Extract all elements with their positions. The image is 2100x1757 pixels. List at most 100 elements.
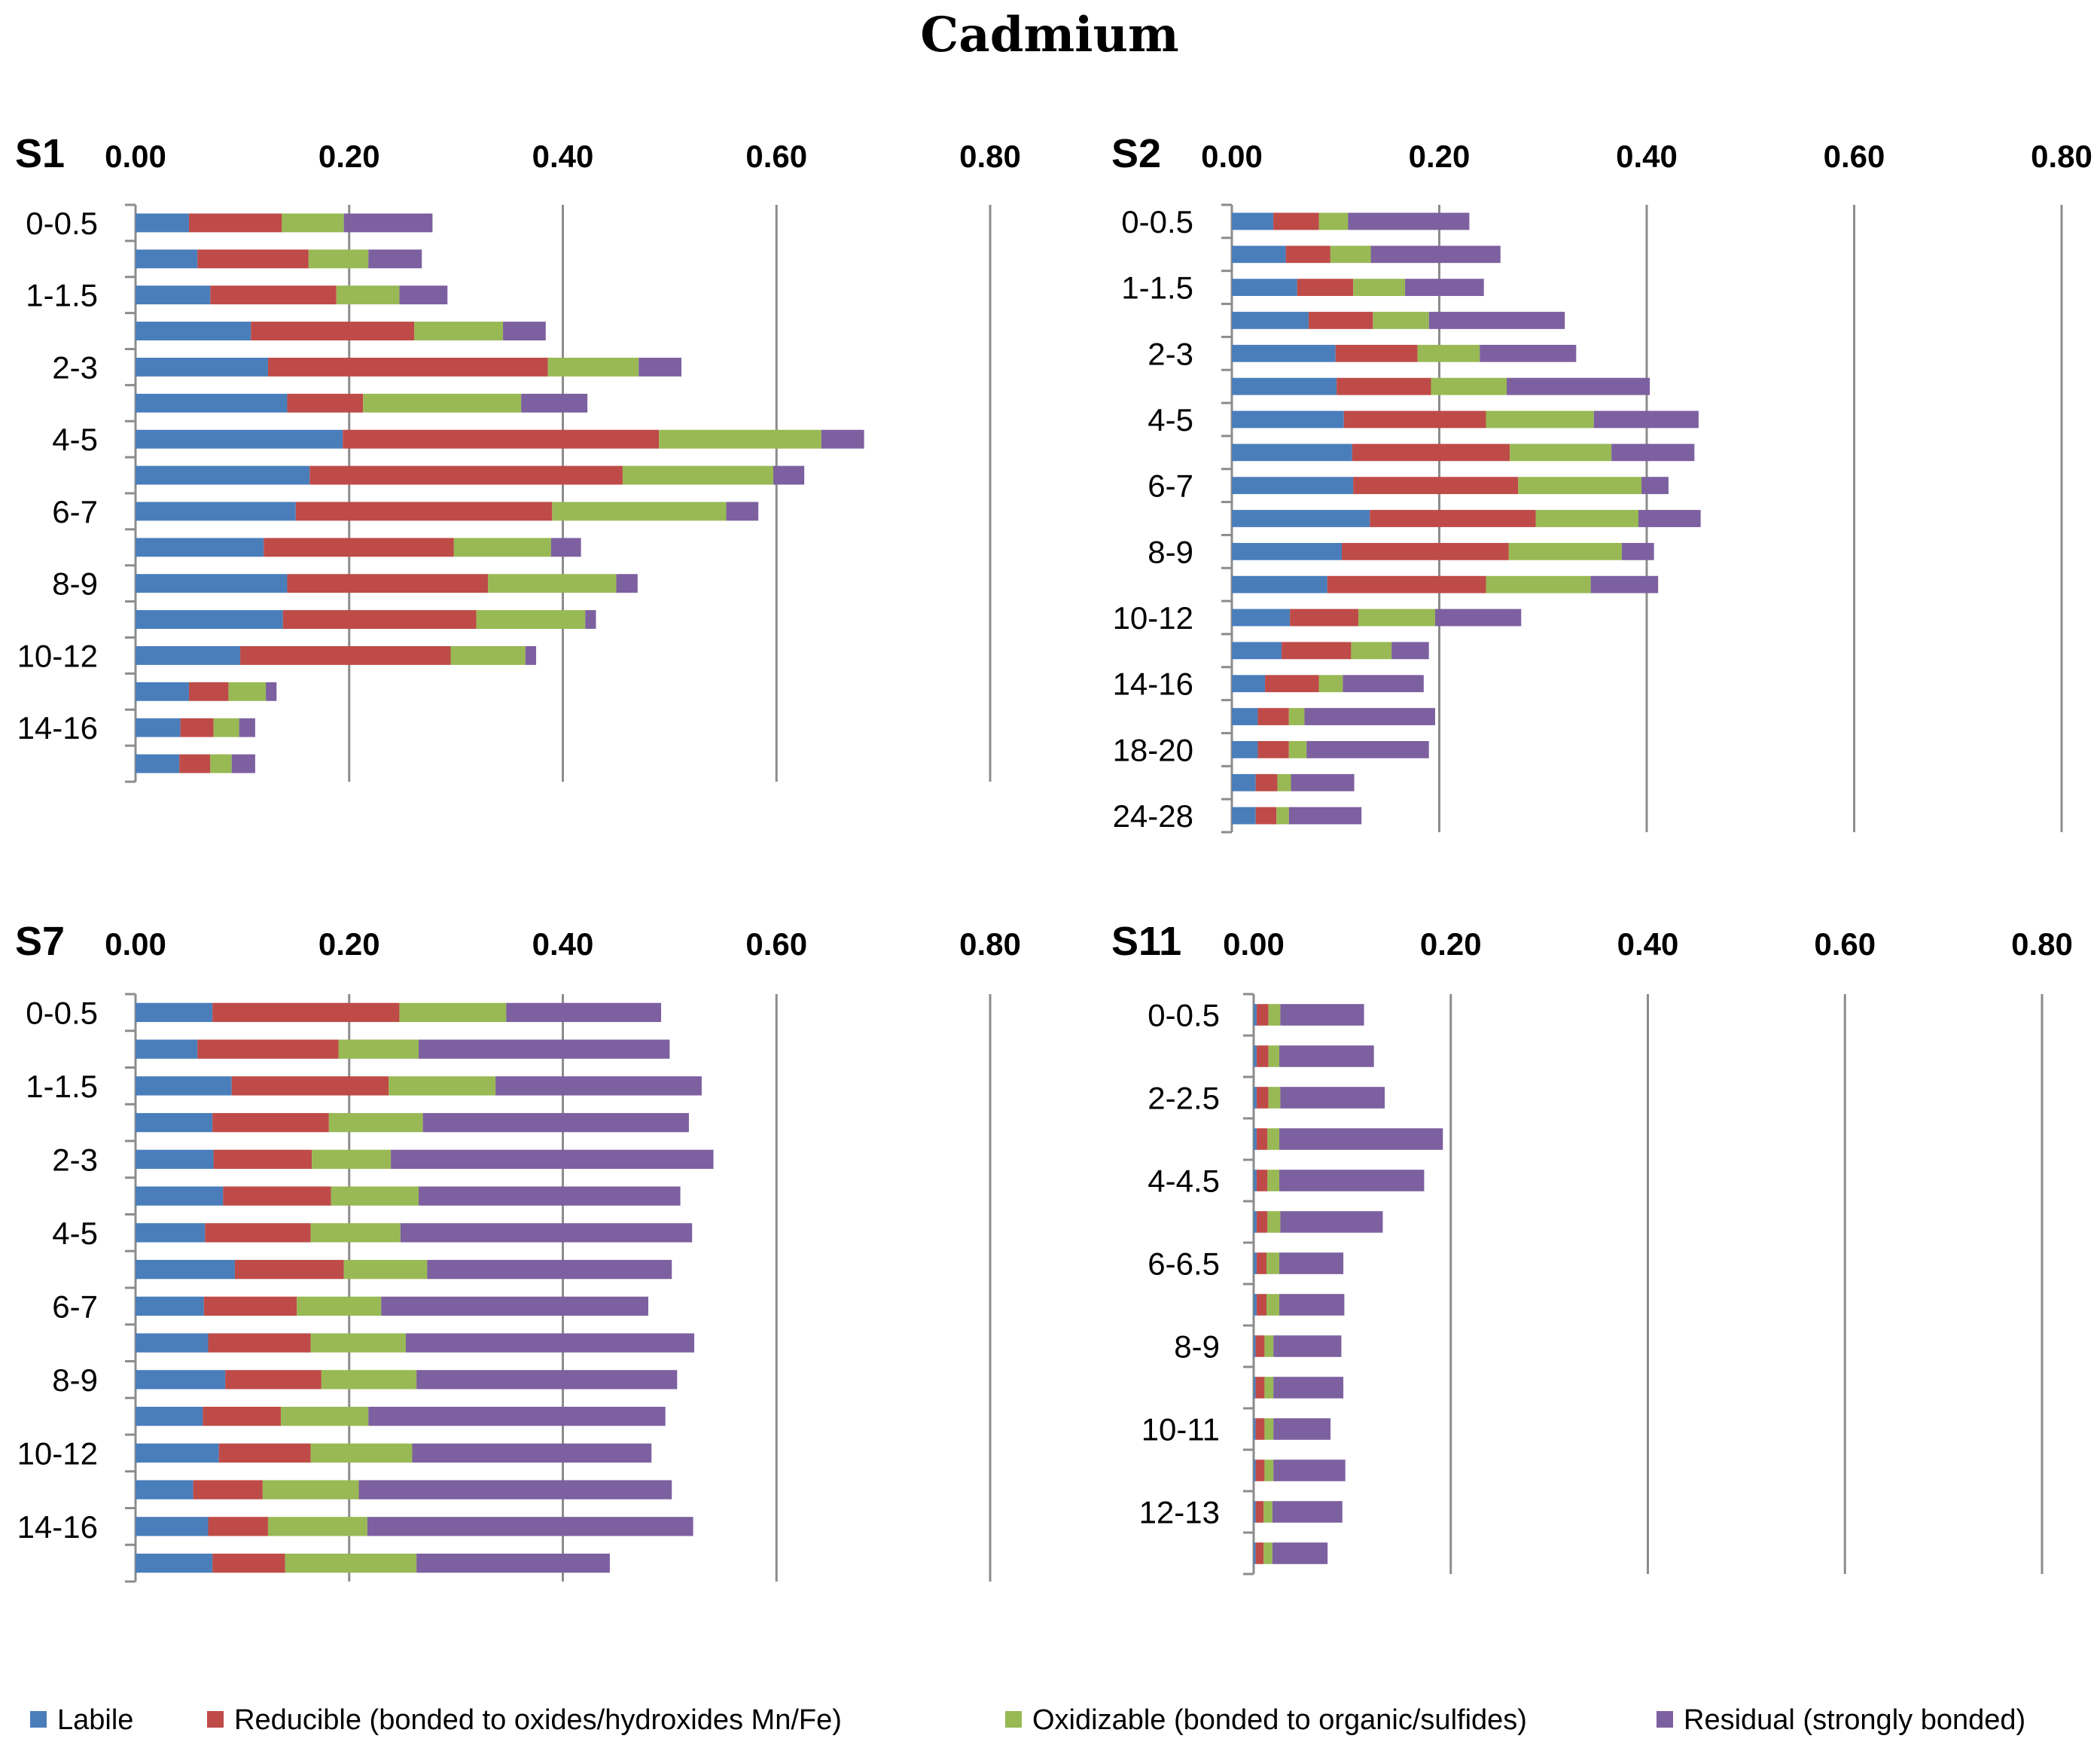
bar-segment-residual — [1291, 773, 1355, 792]
bar-segment-oxidizable — [1264, 1335, 1274, 1357]
bar-segment-labile — [1232, 575, 1327, 593]
bar-segment-residual — [381, 1296, 648, 1316]
bar-segment-residual — [1343, 675, 1424, 693]
bar-segment-labile — [1232, 675, 1266, 693]
bar-segment-oxidizable — [331, 1186, 419, 1206]
bar-segment-oxidizable — [343, 1259, 428, 1280]
bar-segment-oxidizable — [1510, 444, 1612, 462]
bar-segment-labile — [136, 574, 288, 593]
bar-segment-residual — [231, 754, 255, 773]
panel-name: S1 — [15, 131, 65, 176]
bar-segment-residual — [1590, 575, 1659, 593]
bar-segment-oxidizable — [1264, 1418, 1274, 1440]
bar-segment-residual — [412, 1443, 652, 1463]
bar-segment-oxidizable — [1276, 807, 1289, 825]
bar-segment-residual — [521, 393, 588, 413]
bar-segment-reducible — [251, 322, 415, 341]
category-label: 4-5 — [1148, 402, 1193, 438]
bar-segment-reducible — [212, 1112, 329, 1133]
panel-name: S11 — [1111, 919, 1181, 964]
x-tick-label: 0.40 — [532, 926, 594, 962]
category-label: 10-12 — [17, 1435, 98, 1471]
bar-segment-labile — [1232, 642, 1282, 660]
bar-segment-reducible — [1352, 444, 1510, 462]
legend-swatch — [207, 1711, 224, 1728]
bar-segment-residual — [358, 1480, 672, 1499]
bar-segment-reducible — [1285, 246, 1330, 264]
bar-segment-oxidizable — [310, 1333, 406, 1353]
bar-segment-reducible — [208, 1333, 311, 1353]
category-label: 8-9 — [52, 566, 98, 602]
bar-segment-oxidizable — [1288, 740, 1307, 758]
bar-segment-reducible — [1370, 510, 1536, 527]
bar-segment-labile — [136, 1002, 213, 1023]
bar-segment-oxidizable — [1267, 1170, 1280, 1191]
bar-segment-oxidizable — [453, 538, 551, 557]
legend-item-reducible: Reducible (bonded to oxides/hydroxides M… — [207, 1704, 842, 1736]
bar-segment-residual — [368, 1406, 666, 1426]
bar-segment-oxidizable — [1373, 312, 1429, 329]
bar-segment-oxidizable — [312, 1149, 392, 1170]
bar-segment-labile — [136, 754, 180, 773]
bar-segment-reducible — [1255, 1460, 1265, 1481]
bar-segment-residual — [506, 1002, 662, 1023]
bar-segment-oxidizable — [280, 1406, 369, 1426]
bar-segment-residual — [1279, 1294, 1345, 1316]
bar-segment-residual — [1480, 344, 1577, 362]
bar-segment-oxidizable — [1508, 542, 1622, 560]
bar-segment-oxidizable — [1266, 1252, 1280, 1274]
bar-segment-residual — [367, 1517, 693, 1536]
bar-segment-residual — [1272, 1501, 1343, 1523]
bar-segment-oxidizable — [399, 1002, 507, 1023]
bar-segment-labile — [136, 249, 198, 269]
bar-segment-labile — [136, 718, 181, 737]
bar-segment-residual — [422, 1112, 689, 1133]
category-label: 0-0.5 — [26, 995, 98, 1030]
bar-segment-oxidizable — [1263, 1542, 1272, 1564]
bar-segment-labile — [1232, 212, 1274, 230]
bar-segment-oxidizable — [547, 357, 639, 377]
bar-segment-labile — [1232, 740, 1258, 758]
category-label: 8-9 — [1148, 534, 1193, 569]
bar-segment-reducible — [240, 645, 451, 665]
bar-segment-residual — [399, 285, 448, 305]
category-label: 6-7 — [52, 494, 98, 529]
bar-segment-labile — [1254, 1004, 1257, 1026]
bar-segment-oxidizable — [1431, 377, 1507, 395]
bar-segment-labile — [1232, 510, 1370, 527]
bar-segment-residual — [821, 429, 864, 449]
bar-segment-labile — [1254, 1252, 1257, 1274]
legend-item-oxidizable: Oxidizable (bonded to organic/sulfides) — [1005, 1704, 1527, 1736]
bar-segment-residual — [1641, 477, 1669, 495]
bar-segment-oxidizable — [1267, 1211, 1281, 1233]
bar-segment-reducible — [1343, 410, 1486, 429]
legend-swatch — [30, 1711, 47, 1728]
bar-segment-labile — [1232, 312, 1309, 329]
bar-segment-residual — [368, 249, 422, 269]
bar-segment-oxidizable — [389, 1076, 496, 1096]
bar-segment-reducible — [208, 1517, 268, 1536]
bar-segment-residual — [1348, 212, 1470, 230]
bar-segment-reducible — [1255, 1418, 1265, 1440]
category-label: 2-3 — [52, 349, 98, 385]
bar-segment-oxidizable — [267, 1517, 367, 1536]
bar-segment-residual — [391, 1149, 714, 1170]
bar-segment-residual — [1593, 410, 1699, 429]
bar-segment-reducible — [1255, 1377, 1265, 1399]
bar-segment-labile — [1232, 542, 1343, 560]
category-label: 14-16 — [1113, 667, 1193, 702]
bar-segment-labile — [136, 429, 343, 449]
bar-segment-reducible — [1256, 1045, 1269, 1067]
bar-segment-labile — [136, 357, 268, 377]
bar-segment-reducible — [1257, 708, 1289, 725]
bar-segment-residual — [1611, 444, 1695, 462]
bar-segment-labile — [136, 1039, 198, 1059]
bar-segment-reducible — [205, 1223, 311, 1243]
category-label: 0-0.5 — [1148, 998, 1220, 1033]
bar-segment-reducible — [1256, 1252, 1267, 1274]
bar-segment-oxidizable — [338, 1039, 419, 1059]
bar-segment-reducible — [1256, 1294, 1267, 1316]
bar-segment-reducible — [1290, 609, 1359, 627]
bar-segment-labile — [136, 1112, 213, 1133]
bar-segment-reducible — [213, 1149, 312, 1170]
